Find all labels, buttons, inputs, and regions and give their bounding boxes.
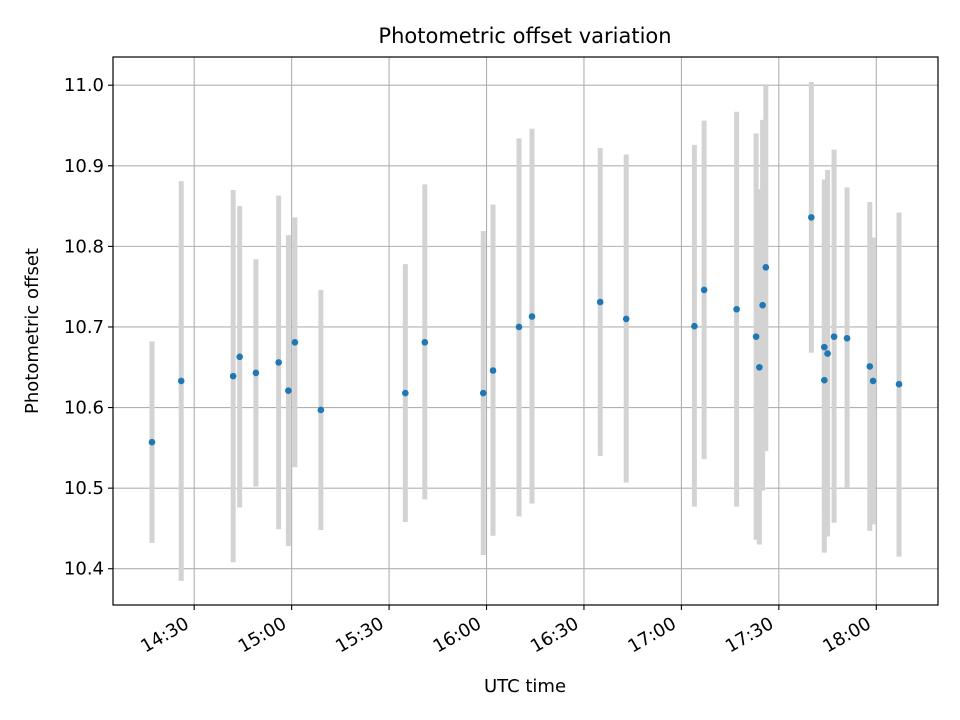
y-axis-title: Photometric offset: [22, 248, 43, 414]
data-point: [759, 301, 766, 309]
data-point: [148, 438, 156, 446]
grid: [113, 57, 938, 605]
data-point: [895, 380, 903, 388]
y-tick-label: 10.9: [64, 156, 104, 177]
data-point: [869, 377, 877, 385]
data-point: [177, 377, 185, 385]
data-point: [733, 305, 740, 313]
data-point: [821, 343, 828, 351]
y-tick-label: 10.6: [64, 398, 104, 419]
data-points: [148, 214, 903, 446]
data-point: [830, 333, 838, 340]
data-point: [691, 322, 698, 330]
data-point: [866, 363, 874, 370]
data-point: [821, 376, 828, 384]
data-point: [421, 338, 429, 346]
data-point: [596, 298, 604, 306]
data-point: [489, 367, 497, 374]
data-point: [528, 313, 536, 320]
data-point: [752, 333, 760, 340]
y-tick-label: 10.4: [64, 559, 104, 580]
data-point: [824, 350, 831, 357]
data-point: [291, 338, 299, 346]
data-point: [317, 406, 325, 414]
data-point: [756, 363, 763, 371]
data-point: [762, 264, 770, 271]
data-point: [275, 359, 282, 366]
data-point: [402, 389, 409, 397]
data-point: [808, 214, 815, 221]
data-point: [515, 323, 523, 331]
data-point: [843, 334, 851, 342]
plot-frame: [112, 56, 939, 606]
data-point: [229, 372, 237, 380]
y-tick-label: 11.0: [64, 75, 104, 96]
data-point: [622, 315, 630, 323]
chart-title: Photometric offset variation: [378, 24, 671, 48]
x-axis-title: UTC time: [484, 676, 566, 697]
y-tick-label: 10.5: [64, 478, 104, 499]
y-tick-label: 10.8: [64, 236, 104, 257]
y-tick-label: 10.7: [64, 317, 104, 338]
data-point: [252, 369, 260, 377]
data-point: [236, 353, 243, 361]
data-point: [479, 389, 487, 397]
data-point: [700, 286, 708, 294]
data-point: [285, 387, 292, 394]
